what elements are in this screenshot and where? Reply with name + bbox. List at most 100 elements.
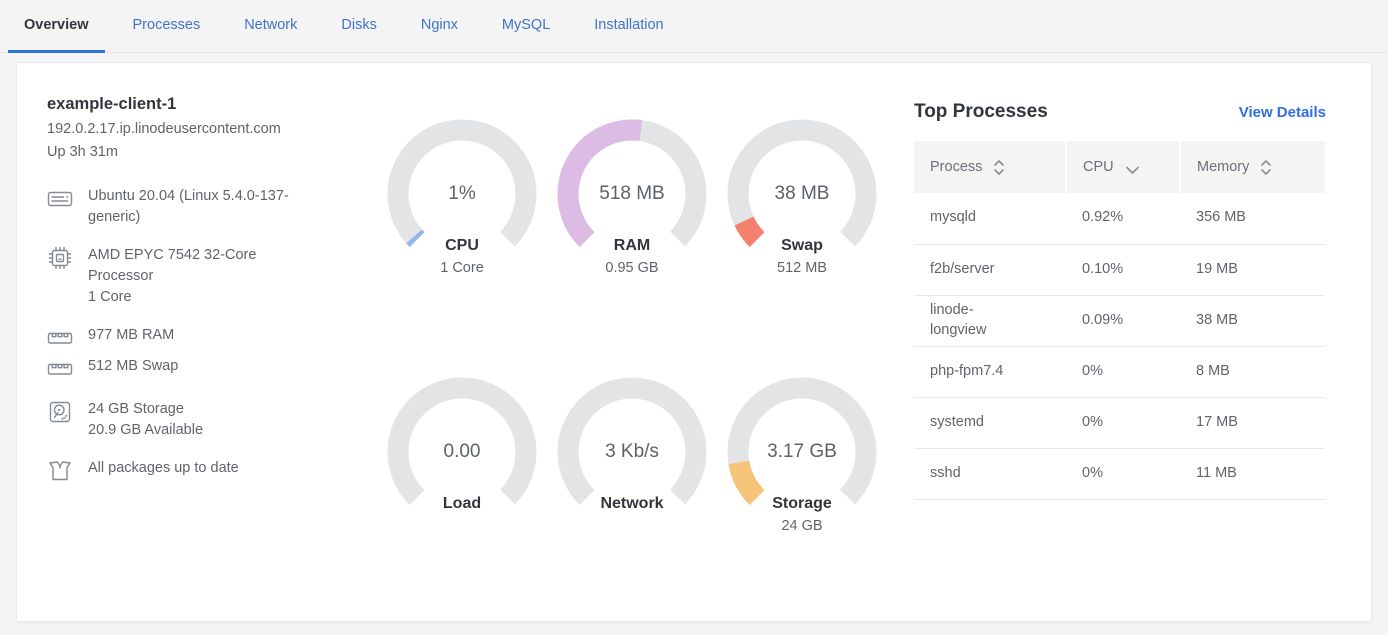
column-label: Memory <box>1197 159 1250 175</box>
cpu-cores: 1 Core <box>88 288 132 305</box>
gauge-arc-svg <box>387 119 537 269</box>
swap-detail-item: 512 MB Swap <box>47 356 377 382</box>
tab-label: Nginx <box>420 17 458 33</box>
gauge-label: Network <box>600 495 664 512</box>
memory-cell: 8 MB <box>1180 346 1325 398</box>
gauge-storage: 3.17 GB Storage 24 GB <box>717 377 887 549</box>
gauge-cpu: 1% CPU 1 Core <box>377 119 547 291</box>
gauge-fill-arc <box>727 377 877 527</box>
memory-cell: 356 MB <box>1180 193 1325 245</box>
os-icon <box>47 191 73 207</box>
gauge-value: 518 MB <box>599 183 665 204</box>
process-cell: mysqld <box>914 193 1066 245</box>
host-name: example-client-1 <box>47 95 177 113</box>
view-details-link[interactable]: View Details <box>1238 103 1326 121</box>
packages-text: All packages up to date <box>88 459 239 476</box>
gauge-label: Storage <box>772 495 832 512</box>
gauge-value: 3 Kb/s <box>605 441 659 462</box>
column-header-memory[interactable]: Memory <box>1179 141 1325 193</box>
tab-disks[interactable]: Disks <box>325 0 392 53</box>
gauge-value: 1% <box>448 183 476 204</box>
gauge-grid: 1% CPU 1 Core 518 MB RAM 0.95 GB 38 MB <box>377 119 892 549</box>
gauge-ram: 518 MB RAM 0.95 GB <box>547 119 717 291</box>
cpu-chip-icon <box>48 246 72 270</box>
tab-bar: Overview Processes Network Disks Nginx M… <box>0 0 1388 53</box>
gauge-arc-svg <box>387 377 537 527</box>
gauge-arc-svg <box>727 377 877 527</box>
gauge-arc-svg <box>727 119 877 269</box>
sort-both-icon <box>1261 159 1272 175</box>
cpu-model: AMD EPYC 7542 32-Core Processor <box>88 246 257 284</box>
table-header-row: Process CPU <box>914 141 1325 193</box>
top-processes-title: Top Processes <box>914 101 1048 122</box>
tab-label: Network <box>244 17 298 33</box>
os-text: Ubuntu 20.04 (Linux 5.4.0-137-generic) <box>88 187 289 225</box>
gauge-value: 3.17 GB <box>767 441 837 462</box>
gauge-network: 3 Kb/s Network <box>547 377 717 549</box>
storage-total: 24 GB Storage <box>88 400 184 417</box>
cpu-cell: 0% <box>1066 346 1180 398</box>
gauge-load: 0.00 Load <box>377 377 547 549</box>
process-cell: linode-longview <box>914 295 1066 347</box>
table-row: systemd 0% 17 MB <box>914 397 1325 449</box>
table-row: sshd 0% 11 MB <box>914 448 1325 500</box>
storage-available: 20.9 GB Available <box>88 421 204 438</box>
packages-detail-item: All packages up to date <box>47 458 377 484</box>
cpu-cell: 0% <box>1066 397 1180 449</box>
memory-cell: 19 MB <box>1180 244 1325 296</box>
table-row: mysqld 0.92% 356 MB <box>914 193 1325 245</box>
host-uptime: Up 3h 31m <box>47 143 118 160</box>
process-cell: php-fpm7.4 <box>914 346 1066 398</box>
ram-text: 977 MB RAM <box>88 326 175 343</box>
top-processes-panel: Top Processes View Details Process <box>914 93 1326 621</box>
process-cell: sshd <box>914 448 1066 500</box>
storage-text: 24 GB Storage 20.9 GB Available <box>88 399 203 441</box>
storage-detail-item: 24 GB Storage 20.9 GB Available <box>47 399 377 441</box>
top-processes-table: Process CPU <box>914 141 1325 500</box>
tab-mysql[interactable]: MySQL <box>486 0 566 53</box>
host-info-panel: example-client-1 192.0.2.17.ip.linodeuse… <box>47 93 377 621</box>
table-row: f2b/server 0.10% 19 MB <box>914 244 1325 296</box>
column-header-cpu[interactable]: CPU <box>1065 141 1180 193</box>
column-header-process[interactable]: Process <box>914 141 1066 193</box>
host-address: 192.0.2.17.ip.linodeusercontent.com <box>47 121 281 137</box>
package-icon <box>49 461 71 481</box>
tab-overview[interactable]: Overview <box>8 0 105 53</box>
tab-nginx[interactable]: Nginx <box>405 0 474 53</box>
gauges-panel: 1% CPU 1 Core 518 MB RAM 0.95 GB 38 MB <box>377 93 892 621</box>
column-label: CPU <box>1083 159 1114 175</box>
gauge-arc-svg <box>557 119 707 269</box>
gauge-track-arc <box>387 377 537 527</box>
tab-network[interactable]: Network <box>228 0 313 53</box>
gauge-value: 0.00 <box>443 441 481 462</box>
disk-icon <box>49 401 71 423</box>
gauge-label: Load <box>442 495 482 512</box>
gauge-sublabel: 512 MB <box>777 260 827 276</box>
tab-label: Overview <box>24 17 89 33</box>
tab-installation[interactable]: Installation <box>578 0 679 53</box>
sort-both-icon <box>994 159 1005 175</box>
cpu-cell: 0% <box>1066 448 1180 500</box>
gauge-track-arc <box>557 377 707 527</box>
gauge-arc-svg <box>557 377 707 527</box>
tab-label: MySQL <box>501 17 551 33</box>
memory-cell: 11 MB <box>1180 448 1325 500</box>
os-detail-item: Ubuntu 20.04 (Linux 5.4.0-137-generic) <box>47 186 377 228</box>
ram-detail-item: 977 MB RAM <box>47 325 377 351</box>
column-label: Process <box>930 159 983 175</box>
sort-desc-icon <box>1125 166 1139 174</box>
ram-icon <box>47 332 73 344</box>
table-row: linode-longview 0.09% 38 MB <box>914 295 1325 347</box>
gauge-label: CPU <box>445 237 479 254</box>
top-processes-header: Top Processes View Details <box>914 101 1326 123</box>
tab-label: Disks <box>341 17 377 33</box>
table-row: php-fpm7.4 0% 8 MB <box>914 346 1325 398</box>
cpu-cell: 0.09% <box>1066 295 1180 347</box>
swap-text: 512 MB Swap <box>88 357 179 374</box>
system-details: Ubuntu 20.04 (Linux 5.4.0-137-generic) A… <box>47 186 377 484</box>
gauge-sublabel: 24 GB <box>781 518 823 534</box>
tab-processes[interactable]: Processes <box>117 0 217 53</box>
tab-label: Processes <box>132 17 201 33</box>
gauge-label: Swap <box>781 237 823 254</box>
gauge-value: 38 MB <box>774 183 830 204</box>
